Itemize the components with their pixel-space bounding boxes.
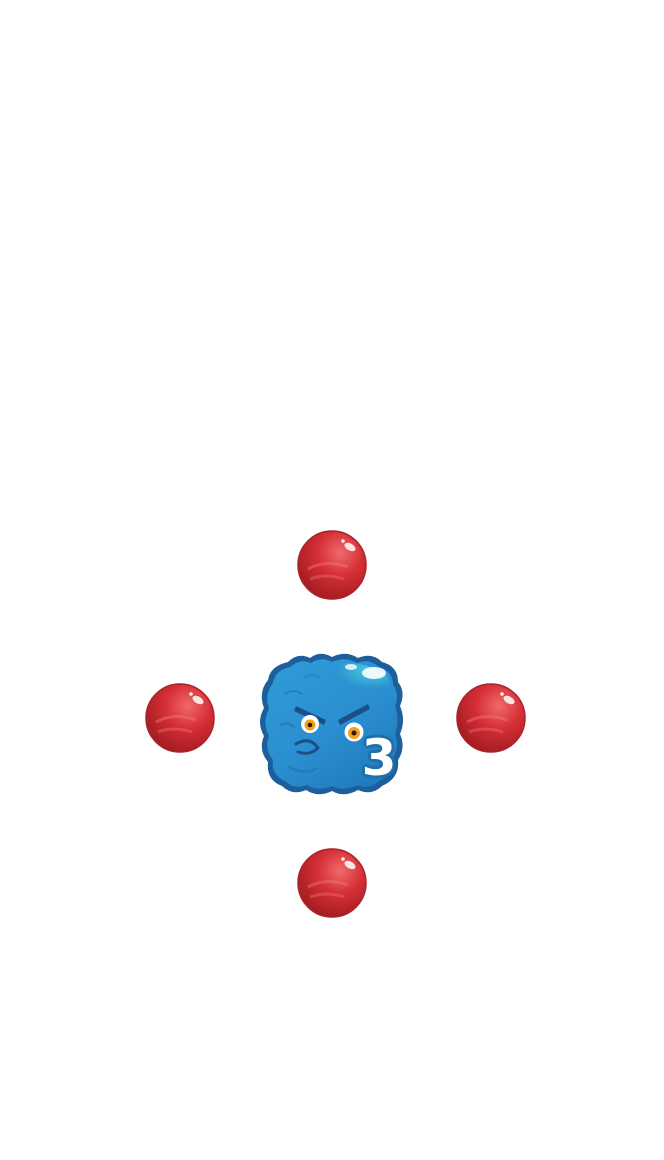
blue-monster[interactable]: 3 xyxy=(254,648,410,804)
red-ball-top[interactable] xyxy=(296,529,368,601)
red-ball-icon xyxy=(297,848,367,918)
red-ball-bottom[interactable] xyxy=(296,847,368,919)
red-ball-icon xyxy=(297,530,367,600)
red-ball-icon xyxy=(456,683,526,753)
red-ball-left[interactable] xyxy=(144,682,216,754)
monster-count: 3 xyxy=(361,729,397,787)
red-ball-right[interactable] xyxy=(455,682,527,754)
red-ball-icon xyxy=(145,683,215,753)
blue-blob-monster-icon xyxy=(260,653,403,795)
